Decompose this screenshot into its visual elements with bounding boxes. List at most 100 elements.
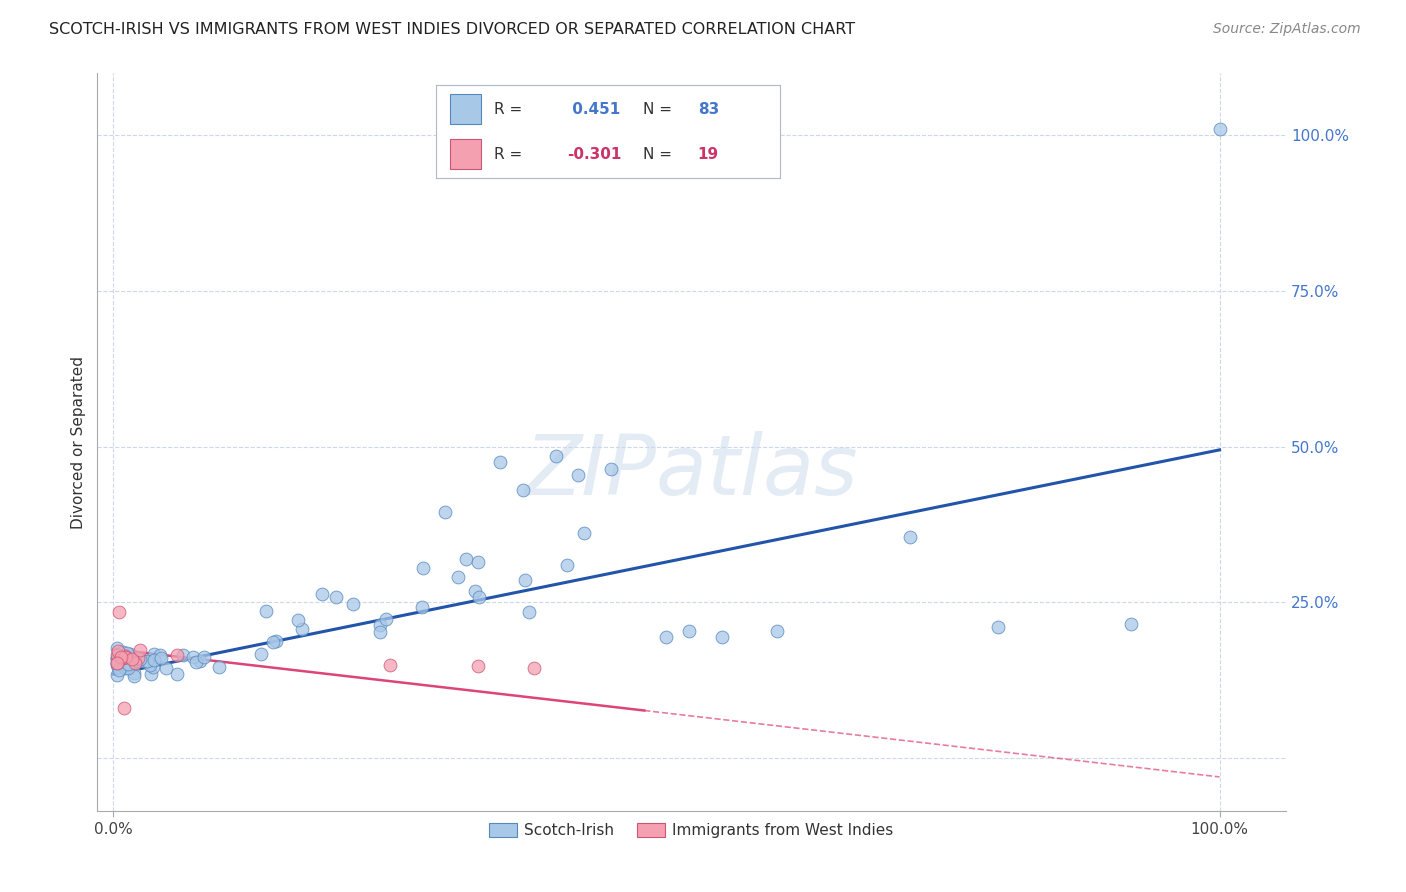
Point — [111, 651, 134, 665]
Point — [124, 665, 146, 680]
Point — [135, 654, 157, 668]
Point — [129, 651, 152, 665]
Point — [117, 661, 139, 675]
Point — [291, 622, 314, 636]
Text: SCOTCH-IRISH VS IMMIGRANTS FROM WEST INDIES DIVORCED OR SEPARATED CORRELATION CH: SCOTCH-IRISH VS IMMIGRANTS FROM WEST IND… — [49, 22, 855, 37]
Point — [139, 666, 162, 681]
Text: 19: 19 — [697, 146, 718, 161]
Point — [464, 583, 486, 598]
Point — [678, 624, 700, 638]
Point — [262, 634, 284, 648]
Point — [107, 644, 129, 658]
Point — [155, 661, 177, 675]
Point — [456, 551, 478, 566]
Text: N =: N = — [643, 146, 676, 161]
Point — [105, 651, 128, 665]
Point — [114, 649, 136, 664]
Point — [188, 654, 211, 668]
Text: 83: 83 — [697, 102, 718, 117]
Point — [105, 648, 128, 663]
Point — [107, 647, 129, 661]
Point — [600, 461, 623, 475]
Point — [105, 656, 128, 670]
Point — [266, 634, 288, 648]
Point — [132, 654, 155, 668]
Point — [129, 642, 152, 657]
Point — [105, 641, 128, 656]
Point — [512, 483, 534, 498]
Point — [523, 661, 546, 675]
Text: Source: ZipAtlas.com: Source: ZipAtlas.com — [1213, 22, 1361, 37]
Point — [166, 667, 188, 681]
Point — [766, 624, 789, 638]
Point — [378, 657, 401, 672]
Point — [111, 656, 134, 670]
Text: 0.451: 0.451 — [567, 102, 620, 117]
Point — [1208, 122, 1230, 136]
Point — [208, 660, 231, 674]
Point — [181, 650, 204, 665]
Point — [105, 650, 128, 665]
Point — [112, 657, 135, 671]
Point — [411, 599, 433, 614]
Point — [368, 624, 391, 639]
Point — [107, 660, 129, 674]
Point — [311, 587, 333, 601]
Text: R =: R = — [495, 102, 527, 117]
Point — [149, 648, 172, 662]
Point — [193, 650, 215, 665]
FancyBboxPatch shape — [450, 95, 481, 124]
Point — [544, 449, 567, 463]
Point — [142, 659, 165, 673]
Text: R =: R = — [495, 146, 527, 161]
Point — [124, 656, 146, 670]
Point — [124, 649, 146, 664]
Point — [120, 648, 142, 663]
Point — [567, 467, 589, 482]
Y-axis label: Divorced or Separated: Divorced or Separated — [72, 356, 86, 529]
Point — [467, 555, 489, 569]
Point — [142, 647, 165, 661]
Point — [375, 612, 398, 626]
Point — [166, 648, 188, 663]
Point — [112, 651, 135, 665]
Point — [655, 630, 678, 644]
Point — [105, 656, 128, 670]
Point — [468, 590, 491, 604]
Point — [112, 701, 135, 715]
Point — [110, 650, 132, 665]
Legend: Scotch-Irish, Immigrants from West Indies: Scotch-Irish, Immigrants from West Indie… — [484, 817, 900, 844]
Text: N =: N = — [643, 102, 676, 117]
Point — [517, 605, 540, 619]
Point — [434, 505, 457, 519]
Point — [111, 645, 134, 659]
Point — [710, 630, 733, 644]
Point — [111, 657, 134, 672]
Point — [117, 657, 139, 672]
FancyBboxPatch shape — [450, 139, 481, 169]
Text: -0.301: -0.301 — [567, 146, 621, 161]
Point — [118, 647, 141, 661]
Point — [107, 605, 129, 619]
Point — [107, 663, 129, 677]
Point — [114, 660, 136, 674]
Point — [117, 646, 139, 660]
Point — [249, 648, 271, 662]
Point — [515, 573, 537, 587]
Point — [325, 590, 347, 604]
Point — [128, 654, 150, 668]
Point — [254, 604, 277, 618]
Text: ZIPatlas: ZIPatlas — [524, 431, 858, 512]
Point — [447, 570, 470, 584]
Point — [105, 656, 128, 670]
Point — [105, 653, 128, 667]
Point — [898, 530, 921, 544]
Point — [121, 655, 143, 669]
Point — [574, 526, 596, 541]
Point — [186, 655, 208, 669]
Point — [987, 620, 1010, 634]
Point — [287, 613, 309, 627]
Point — [1119, 617, 1142, 632]
Point — [142, 652, 165, 666]
Point — [114, 649, 136, 664]
